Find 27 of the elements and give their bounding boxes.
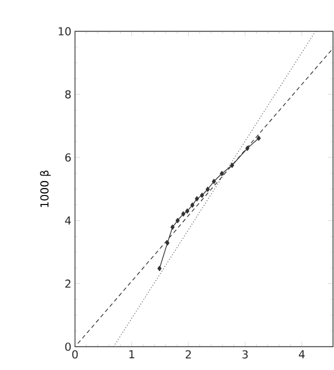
y-tick-label: 4: [65, 216, 71, 225]
y-tick-label: 0: [65, 342, 71, 351]
point: [245, 146, 250, 151]
point: [157, 266, 162, 272]
y-tick-label: 8: [65, 90, 71, 99]
x-tick-label: 0: [72, 350, 78, 359]
point: [176, 218, 180, 224]
point: [190, 202, 194, 208]
y-tick-label: 2: [65, 280, 70, 288]
point: [165, 240, 170, 246]
point: [230, 162, 234, 168]
point: [170, 224, 175, 230]
x-tick-label: 2: [186, 350, 191, 358]
point: [181, 211, 186, 217]
point: [220, 170, 224, 176]
y-axis-title: 1000 β: [40, 170, 51, 207]
point: [185, 208, 190, 214]
point: [212, 178, 216, 184]
y-tick-label: 6: [65, 153, 71, 162]
point: [194, 196, 199, 202]
point: [206, 186, 210, 192]
y-tick-label: 10: [58, 27, 71, 36]
x-tick-label: 4: [298, 350, 305, 358]
point: [200, 192, 204, 198]
x-tick-label: 1: [129, 350, 134, 358]
x-tick-label: 3: [242, 350, 248, 359]
point: [256, 136, 261, 141]
